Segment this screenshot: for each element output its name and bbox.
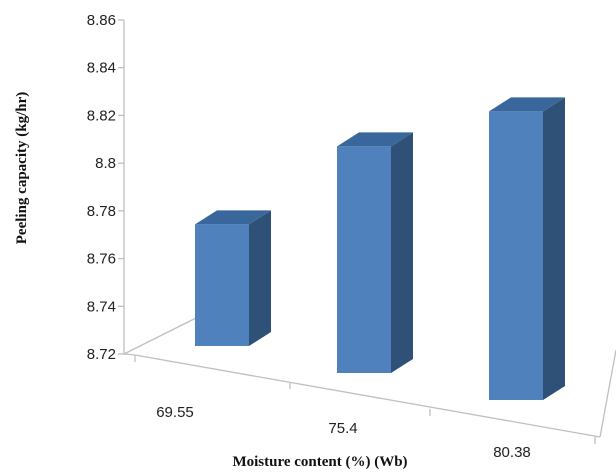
bar-top-face xyxy=(489,97,565,112)
y-tick-label: 8.78 xyxy=(87,203,116,220)
y-tick-label: 8.76 xyxy=(87,251,116,268)
y-axis-title: Peeling capacity (kg/hr) xyxy=(14,92,30,244)
bar xyxy=(489,97,565,400)
bar xyxy=(337,132,413,373)
bar-front-face xyxy=(337,146,391,373)
bar xyxy=(195,210,271,346)
bar-front-face xyxy=(489,111,543,400)
y-tick-label: 8.74 xyxy=(87,298,116,315)
y-tick-label: 8.72 xyxy=(87,346,116,363)
x-axis-line xyxy=(134,354,601,438)
bar-top-face xyxy=(337,132,413,147)
bar-side-face xyxy=(249,210,271,346)
x-category-label: 80.38 xyxy=(493,444,531,461)
y-tick-label: 8.86 xyxy=(87,12,116,29)
y-tick-label: 8.82 xyxy=(87,107,116,124)
x-category-label: 69.55 xyxy=(156,404,194,421)
x-axis-categories: 69.55 75.4 80.38 xyxy=(156,404,531,461)
floor-left-edge xyxy=(123,353,136,356)
bar-side-face xyxy=(543,97,565,400)
floor-right-edge xyxy=(599,349,616,438)
y-tick-label: 8.8 xyxy=(95,155,116,172)
bar-top-face xyxy=(195,210,271,225)
x-category-label: 75.4 xyxy=(328,420,357,437)
y-tick-label: 8.84 xyxy=(87,60,116,77)
y-axis-ticks: 8.72 8.74 8.76 8.78 8.8 8.82 8.84 8.86 xyxy=(87,12,124,363)
bar-front-face xyxy=(195,224,249,346)
bars xyxy=(195,97,565,400)
bar-side-face xyxy=(391,132,413,373)
x-axis-title: Moisture content (%) (Wb) xyxy=(232,454,407,470)
